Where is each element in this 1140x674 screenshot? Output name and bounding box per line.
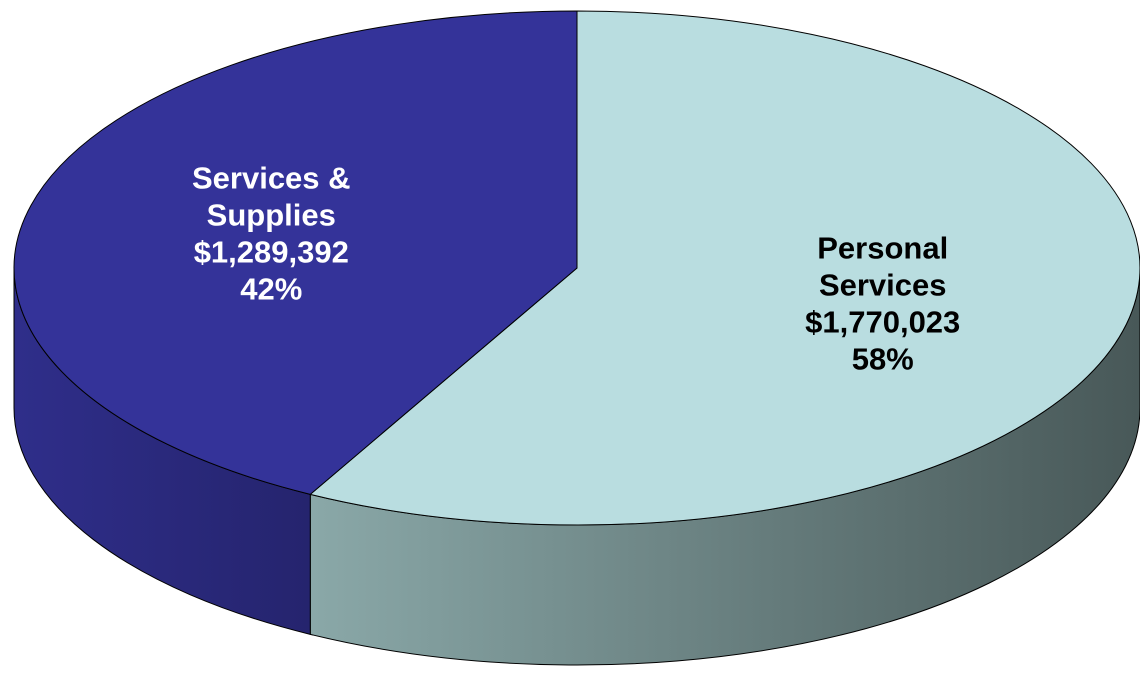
slice-percent: 42%	[240, 271, 302, 306]
slice-name-line: Services	[819, 268, 947, 303]
pie-tops	[13, 10, 1140, 526]
slice-name-line: Supplies	[207, 197, 336, 232]
slice-amount: $1,289,392	[194, 234, 349, 269]
slice-top-0	[309, 10, 1140, 526]
slice-amount: $1,770,023	[805, 305, 960, 340]
slice-name-line: Services &	[192, 160, 351, 195]
slice-top-1	[13, 10, 578, 495]
slice-percent: 58%	[852, 342, 914, 377]
slice-name-line: Personal	[817, 231, 948, 266]
